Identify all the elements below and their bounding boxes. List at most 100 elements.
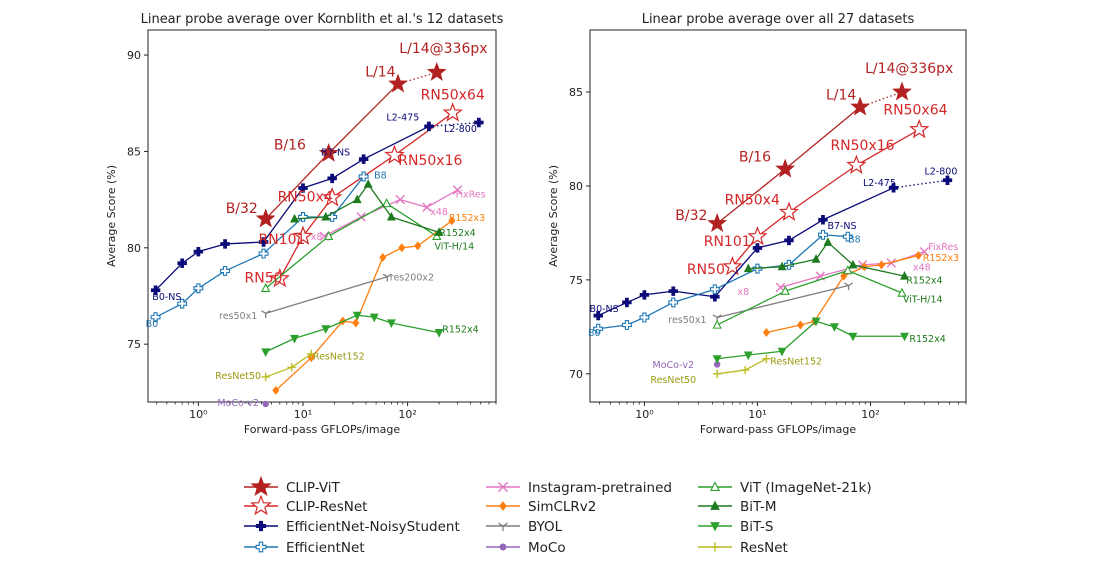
point-label: B7-NS [321, 147, 350, 158]
data-point-vit [780, 285, 790, 295]
data-point-simclr [448, 216, 456, 226]
series-bit_s [261, 311, 444, 357]
series-line [325, 199, 358, 218]
legend-marker [497, 481, 509, 493]
series-line [263, 187, 304, 243]
series-line [325, 314, 358, 330]
legend-item-bit_s: BiT-S [698, 519, 773, 535]
series-line [391, 322, 440, 334]
series-vit [261, 198, 442, 292]
series-line [310, 320, 344, 359]
data-point-clip_vit [775, 158, 796, 178]
data-point-bit_m [848, 259, 858, 269]
y-tick-label: 85 [569, 86, 583, 99]
legend-label: BYOL [528, 519, 563, 535]
series-line [714, 247, 758, 298]
data-point-simclr [796, 320, 804, 330]
data-point-effnet_ns [784, 235, 794, 246]
data-point-byol [261, 310, 271, 318]
legend-item-clip_resnet: CLIP-ResNet [244, 494, 367, 516]
point-label: FixRes [456, 190, 486, 201]
series-line [856, 129, 920, 166]
point-label: L2-475 [386, 113, 419, 124]
series-line [265, 337, 295, 353]
x-tick-label: 10¹ [294, 408, 312, 421]
series-line [265, 366, 292, 378]
legend-item-clip_vit: CLIP-ViT [244, 475, 341, 497]
legend-item-simclr: SimCLRv2 [486, 499, 596, 515]
series-line [328, 202, 387, 237]
series-moco [262, 400, 269, 408]
point-label: ResNet50 [650, 375, 696, 386]
data-point-effnet [842, 231, 853, 242]
data-point-effnet_ns [358, 154, 369, 164]
point-label: L/14@336px [399, 41, 487, 57]
data-point-clip_vit [318, 142, 339, 162]
data-point-clip_resnet [442, 102, 463, 122]
axes-frame [147, 29, 497, 403]
legend-label: ResNet [740, 540, 788, 556]
point-label: R152x4 [442, 325, 478, 336]
legend-label: CLIP-ViT [286, 480, 341, 496]
data-point-effnet_ns [150, 285, 161, 295]
legend-label: BiT-M [740, 499, 777, 515]
point-label: RN50 [687, 262, 725, 278]
series-line [757, 239, 790, 249]
data-point-vit [712, 319, 722, 329]
series-line [748, 266, 783, 270]
axes-frame [589, 29, 967, 403]
point-label: MoCo-v2 [217, 398, 258, 409]
y-tick-label: 90 [127, 49, 141, 62]
point-label: L2-475 [863, 178, 896, 189]
data-point-effnet [818, 229, 828, 240]
data-point-effnet [358, 171, 369, 182]
data-point-bit_s [434, 329, 444, 338]
point-label: R152x3 [449, 213, 485, 224]
legend-label: Instagram-pretrained [528, 480, 672, 496]
data-point-effnet_ns [888, 183, 899, 193]
data-point-effnet_ns [622, 297, 632, 308]
point-label: RN50 [245, 270, 283, 286]
series-resnet [261, 349, 316, 382]
point-label: ResNet152 [770, 356, 822, 367]
data-point-bit_s [369, 313, 379, 323]
legend-item-effnet: EfficientNet [244, 540, 365, 556]
series-line [822, 187, 894, 221]
point-label: B/16 [739, 150, 771, 166]
series-line [155, 262, 183, 291]
data-point-bit_m [434, 227, 444, 236]
series-line [225, 241, 264, 245]
y-tick-label: 70 [569, 368, 583, 381]
point-label: RN101 [704, 234, 751, 250]
data-point-clip_resnet [269, 267, 290, 288]
point-label: B8 [374, 170, 387, 181]
series-line [781, 320, 817, 352]
point-label: R152x3 [923, 253, 959, 264]
data-point-clip_vit [707, 213, 728, 232]
series-line-dotted [893, 179, 948, 189]
legend-label: EfficientNet [286, 540, 365, 556]
data-point-byol [844, 282, 854, 291]
series-line [744, 358, 767, 371]
data-point-vit [843, 265, 853, 275]
data-point-simclr [762, 328, 770, 337]
data-point-effnet_ns [818, 215, 828, 225]
series-effnet_ns [593, 175, 953, 321]
point-label: B0 [588, 328, 601, 339]
data-point-effnet_ns [193, 246, 204, 257]
point-label: R152x4 [906, 276, 942, 287]
data-point-effnet_ns [220, 239, 230, 249]
data-point-simclr [379, 252, 387, 262]
data-point-effnet [621, 320, 632, 330]
data-point-effnet [150, 312, 161, 323]
y-axis-label: Average Score (%) [105, 165, 118, 267]
data-point-resnet [741, 365, 750, 375]
series-line-dotted [397, 71, 437, 85]
legend-label: MoCo [528, 540, 566, 556]
data-point-resnet [712, 369, 722, 379]
legend-marker [250, 494, 272, 516]
legend-item-resnet: ResNet [698, 540, 788, 556]
data-point-vit [381, 198, 392, 208]
series-line-dotted [428, 121, 479, 128]
series-line [827, 241, 854, 266]
